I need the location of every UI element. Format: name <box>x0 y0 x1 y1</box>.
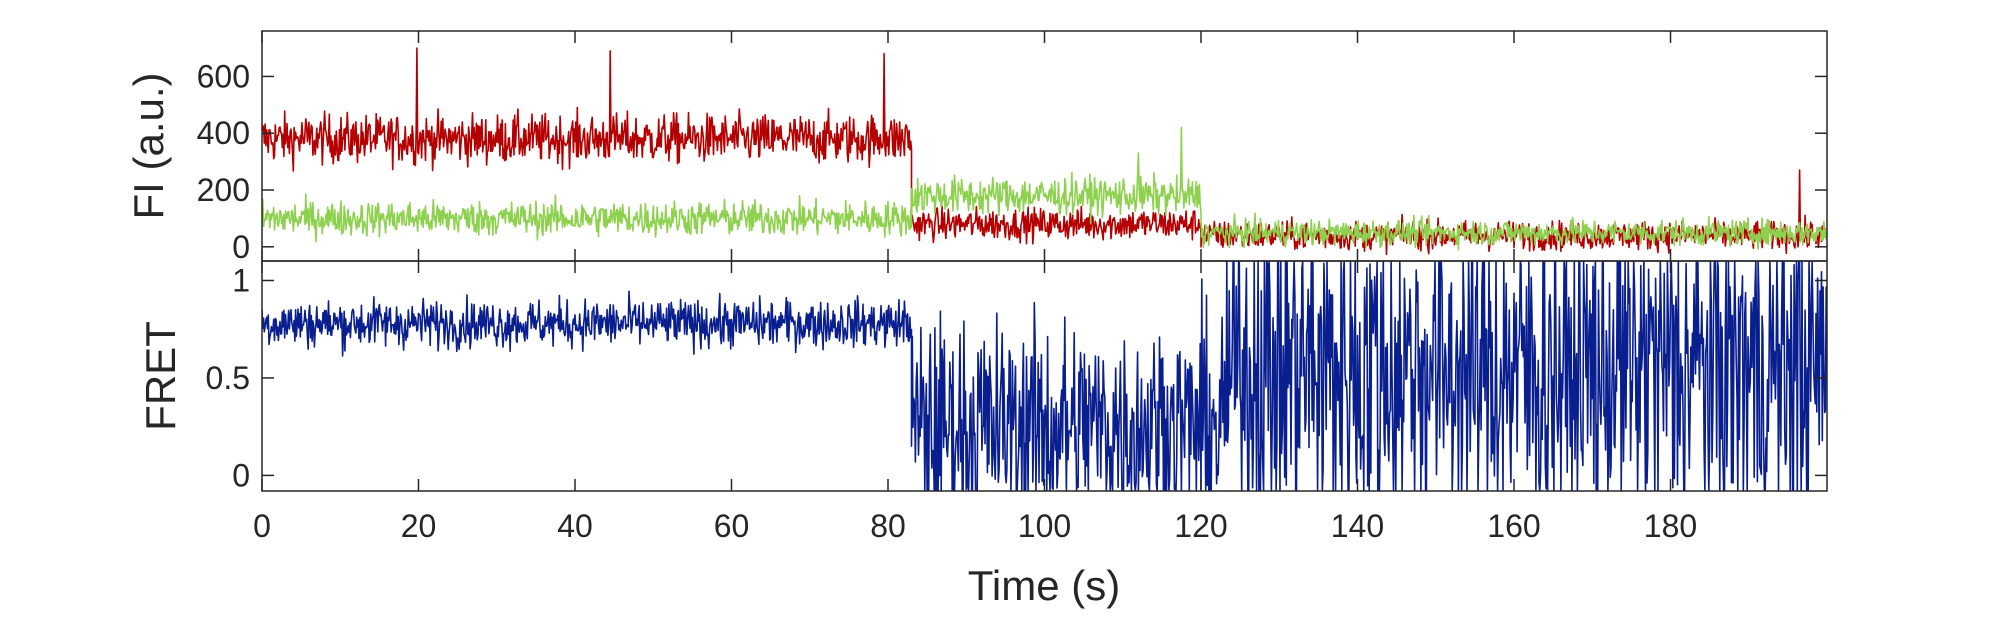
y-tick-label: 200 <box>197 172 250 208</box>
fluorescence-y-label: FI (a.u.) <box>125 72 172 219</box>
y-tick-label: 0 <box>232 457 250 493</box>
time-x-ticks: 0 20 40 60 80 100 120 140 160 180 <box>253 508 1697 544</box>
y-tick-label: 400 <box>197 115 250 151</box>
fluorescence-traces <box>262 47 1827 256</box>
x-tick-label: 60 <box>714 508 750 544</box>
fluorescence-panel: 0 200 400 600 FI (a.u.) <box>125 30 1828 265</box>
fret-traces <box>262 261 1827 491</box>
y-tick-label: 0.5 <box>206 360 250 396</box>
x-tick-label: 180 <box>1644 508 1697 544</box>
fluorescence-y-ticks: 0 200 400 600 <box>197 31 1827 265</box>
x-tick-label: 20 <box>401 508 437 544</box>
x-tick-label: 120 <box>1174 508 1227 544</box>
y-tick-label: 1 <box>232 262 250 298</box>
x-tick-label: 0 <box>253 508 271 544</box>
y-tick-label: 0 <box>232 229 250 265</box>
y-tick-label: 600 <box>197 58 250 94</box>
x-tick-label: 160 <box>1487 508 1540 544</box>
donor-intensity-line <box>262 126 1827 251</box>
x-tick-label: 100 <box>1018 508 1071 544</box>
fret-y-label: FRET <box>137 321 184 431</box>
fret-y-ticks: 00.51 <box>206 261 1827 493</box>
acceptor-intensity-line <box>262 47 1827 256</box>
fret-panel: 00.51 0 20 40 60 80 100 120 140 160 180 FRET Time… <box>137 260 1828 609</box>
time-x-label: Time (s) <box>968 562 1120 609</box>
x-tick-label: 40 <box>557 508 593 544</box>
fret-efficiency-line <box>262 261 1827 491</box>
x-tick-label: 80 <box>870 508 906 544</box>
x-tick-label: 140 <box>1331 508 1384 544</box>
